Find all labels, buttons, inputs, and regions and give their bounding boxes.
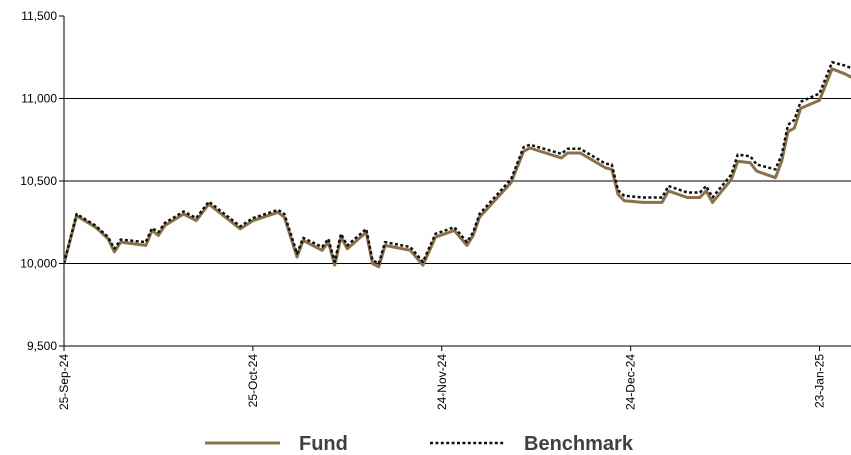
series-line-benchmark [64, 60, 851, 265]
y-tick-label: 11,000 [21, 92, 57, 106]
x-tick-label: 24-Dec-24 [624, 354, 638, 410]
x-axis-ticks: 25-Sep-24 25-Oct-24 24-Nov-24 24-Dec-24 23-J… [57, 346, 827, 410]
gridlines [64, 98, 851, 264]
series-line-fund [64, 67, 851, 269]
x-tick-label: 25-Sep-24 [57, 354, 71, 410]
x-tick-label: 24-Nov-24 [435, 354, 449, 410]
series-lines [64, 60, 851, 269]
y-tick-label: 9,500 [27, 339, 57, 353]
legend: Fund Benchmark [205, 433, 634, 455]
x-tick-label: 23-Jan-25 [813, 354, 827, 408]
legend-label-benchmark: Benchmark [524, 433, 634, 455]
y-tick-label: 10,000 [20, 257, 57, 271]
y-tick-label: 10,500 [20, 174, 57, 188]
legend-label-fund: Fund [299, 433, 348, 455]
x-tick-label: 25-Oct-24 [246, 354, 260, 408]
y-tick-label: 11,500 [21, 9, 57, 23]
y-axis-ticks: 9,500 10,000 10,500 11,000 11,500 [20, 9, 64, 353]
